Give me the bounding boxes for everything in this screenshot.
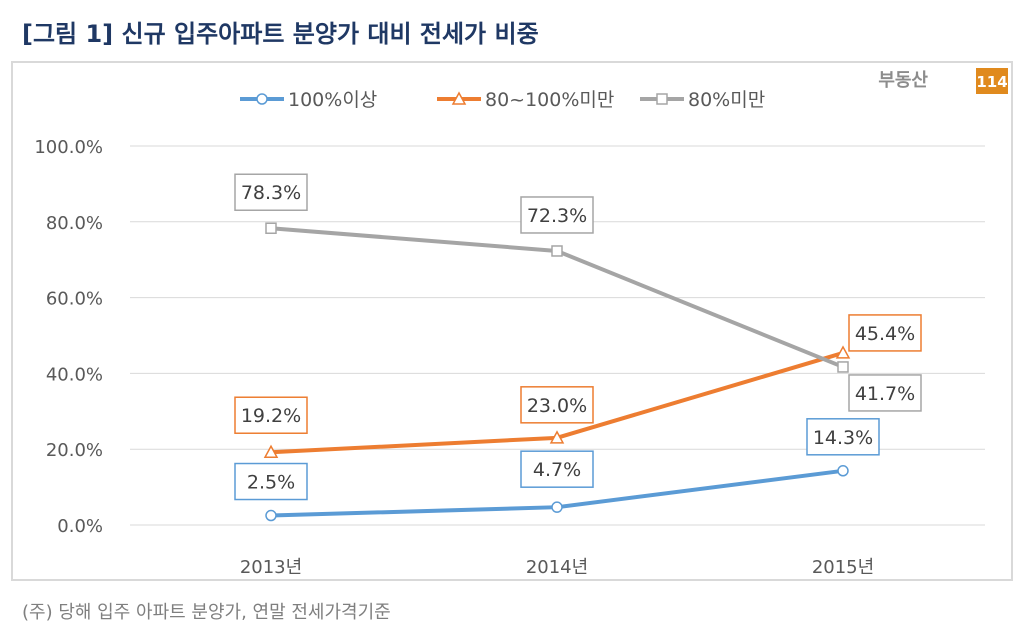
legend-label: 80~100%미만 [485, 89, 614, 111]
legend-marker [256, 93, 268, 105]
data-point [551, 245, 563, 257]
data-label: 14.3% [813, 427, 873, 449]
data-label-box [520, 196, 594, 234]
legend-marker [451, 91, 467, 105]
data-label-box [234, 173, 308, 211]
data-label-box [848, 314, 922, 352]
footnote: (주) 당해 입주 아파트 분양가, 연말 전세가격기준 [22, 602, 391, 623]
logo-badge-text: 114 [976, 73, 1007, 91]
data-point [265, 222, 277, 234]
data-label: 72.3% [527, 205, 587, 227]
data-point [835, 345, 851, 359]
data-point [549, 430, 565, 444]
legend-label: 80%미만 [688, 89, 765, 111]
data-label-box [234, 462, 308, 501]
series-1: 19.2% 23.0% 45.4% [234, 314, 922, 458]
legend-marker [656, 93, 668, 105]
legend-label: 100%이상 [288, 89, 377, 111]
data-point [551, 501, 563, 513]
data-point [837, 361, 849, 373]
data-label-box [234, 396, 308, 434]
data-label: 4.7% [533, 459, 581, 481]
data-label-box [520, 450, 594, 488]
logo-badge [976, 68, 1008, 94]
data-label: 45.4% [855, 323, 915, 345]
data-label: 78.3% [241, 182, 301, 204]
data-point [837, 465, 849, 477]
data-label-box [520, 386, 594, 424]
chart-title: [그림 1] 신규 입주아파트 분양가 대비 전세가 비중 [22, 20, 539, 48]
x-tick-label: 2013년 [240, 557, 302, 578]
chart-frame [11, 61, 1013, 581]
series-0: 2.5% 4.7% 14.3% [234, 418, 880, 522]
data-label-box [848, 374, 922, 412]
data-label: 19.2% [241, 405, 301, 427]
data-point [263, 444, 279, 458]
logo: 부동산 114 [878, 68, 1008, 94]
data-point [265, 509, 277, 522]
logo-text: 부동산 [878, 70, 928, 91]
data-label: 23.0% [527, 395, 587, 417]
data-label: 41.7% [855, 383, 915, 405]
legend: 100%이상 80~100%미만 80%미만 [240, 89, 765, 111]
x-tick-label: 2015년 [812, 557, 874, 578]
series-2: 78.3% 72.3% 41.7% [234, 173, 922, 412]
y-tick-label: 100.0% [34, 137, 103, 158]
data-label-box [806, 418, 880, 456]
x-tick-label: 2014년 [526, 557, 588, 578]
y-tick-label: 60.0% [46, 289, 103, 310]
y-tick-label: 40.0% [46, 364, 103, 385]
data-label: 2.5% [247, 472, 295, 494]
y-tick-label: 20.0% [46, 440, 103, 461]
y-tick-label: 80.0% [46, 213, 103, 234]
y-tick-label: 0.0% [57, 516, 103, 537]
